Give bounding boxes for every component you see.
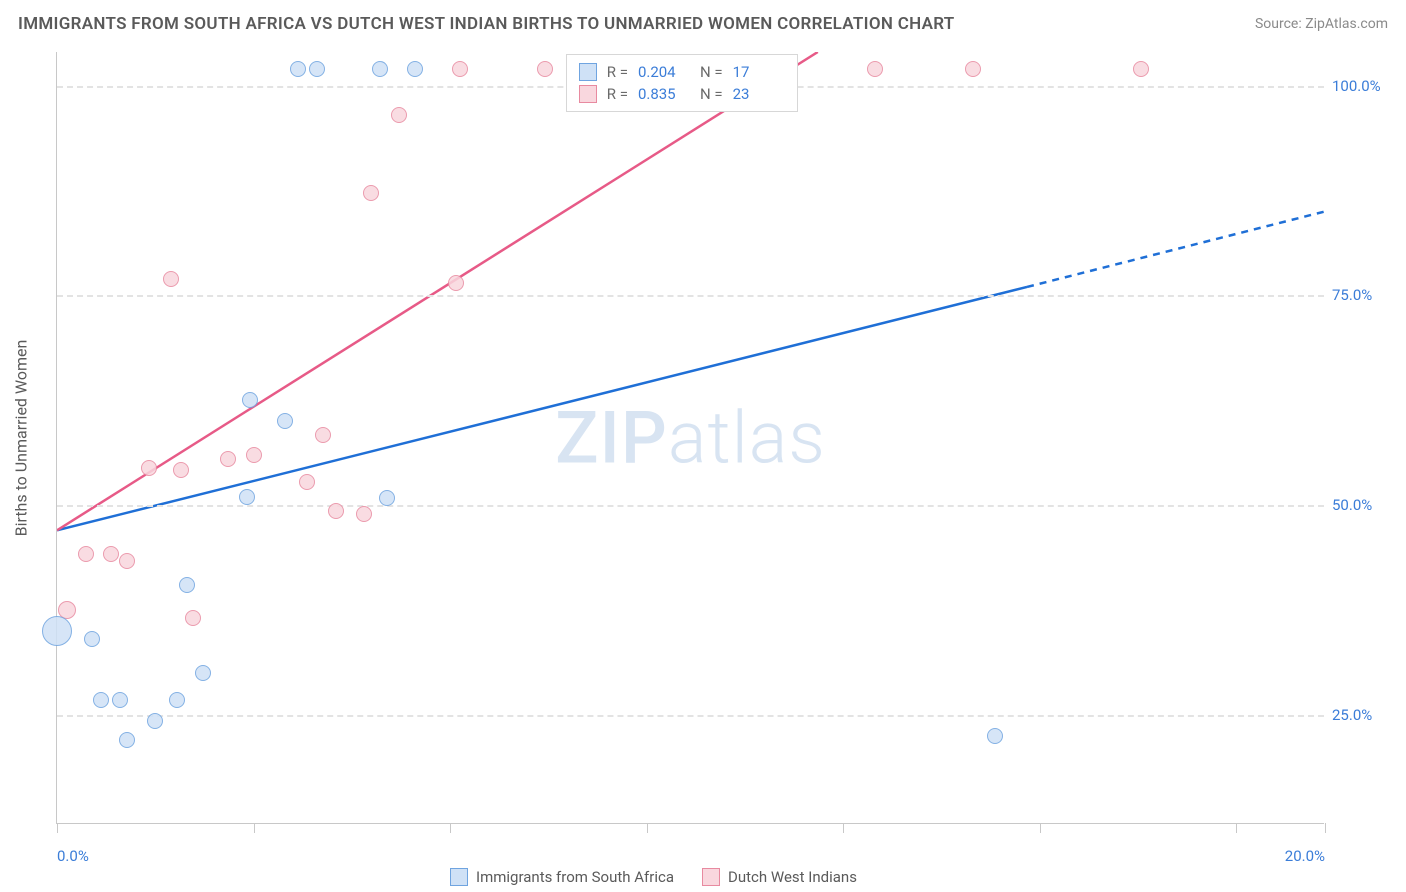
data-point-blue bbox=[379, 490, 395, 506]
data-point-pink bbox=[119, 553, 135, 569]
data-point-blue bbox=[147, 713, 163, 729]
data-point-pink bbox=[78, 546, 94, 562]
n-label: N = bbox=[700, 85, 723, 103]
legend-correlation: R = 0.204 N = 17 R = 0.835 N = 23 bbox=[566, 54, 798, 112]
x-tick bbox=[843, 823, 844, 833]
legend-series: Immigrants from South Africa Dutch West … bbox=[450, 868, 857, 886]
chart-header: IMMIGRANTS FROM SOUTH AFRICA VS DUTCH WE… bbox=[0, 0, 1406, 48]
data-point-pink bbox=[356, 506, 372, 522]
data-point-pink bbox=[299, 474, 315, 490]
grid-line bbox=[57, 715, 1324, 717]
x-tick bbox=[647, 823, 648, 833]
n-label: N = bbox=[700, 63, 723, 81]
r-label: R = bbox=[607, 85, 628, 103]
data-point-blue bbox=[372, 61, 388, 77]
x-tick bbox=[450, 823, 451, 833]
watermark: ZIPatlas bbox=[555, 395, 826, 480]
data-point-pink bbox=[141, 460, 157, 476]
legend-item-blue: Immigrants from South Africa bbox=[450, 868, 674, 886]
legend-label-blue: Immigrants from South Africa bbox=[476, 868, 674, 886]
x-tick bbox=[254, 823, 255, 833]
swatch-pink bbox=[579, 85, 597, 103]
data-point-pink bbox=[103, 546, 119, 562]
data-point-pink bbox=[185, 610, 201, 626]
data-point-blue bbox=[290, 61, 306, 77]
data-point-blue bbox=[112, 692, 128, 708]
data-point-blue bbox=[179, 577, 195, 593]
data-point-pink bbox=[328, 503, 344, 519]
data-point-blue bbox=[119, 732, 135, 748]
x-tick bbox=[1325, 823, 1326, 833]
y-tick-label: 50.0% bbox=[1332, 496, 1392, 514]
watermark-thin: atlas bbox=[668, 395, 826, 480]
r-label: R = bbox=[607, 63, 628, 81]
data-point-pink bbox=[448, 275, 464, 291]
data-point-pink bbox=[452, 61, 468, 77]
x-tick-label: 20.0% bbox=[1285, 847, 1325, 865]
legend-row-pink: R = 0.835 N = 23 bbox=[579, 83, 785, 105]
y-tick-label: 100.0% bbox=[1332, 77, 1392, 95]
data-point-blue bbox=[169, 692, 185, 708]
data-point-pink bbox=[246, 447, 262, 463]
plot-area: Births to Unmarried Women ZIPatlas 25.0%… bbox=[56, 52, 1324, 824]
data-point-blue bbox=[84, 631, 100, 647]
n-value-pink: 23 bbox=[733, 85, 785, 103]
y-tick-label: 75.0% bbox=[1332, 286, 1392, 304]
data-point-pink bbox=[163, 271, 179, 287]
data-point-blue bbox=[93, 692, 109, 708]
data-point-pink bbox=[363, 185, 379, 201]
swatch-blue bbox=[450, 868, 468, 886]
source-label: Source: ZipAtlas.com bbox=[1255, 16, 1388, 32]
data-point-pink bbox=[173, 462, 189, 478]
data-point-pink bbox=[867, 61, 883, 77]
data-point-blue bbox=[277, 413, 293, 429]
data-point-pink bbox=[315, 427, 331, 443]
x-tick bbox=[1236, 823, 1237, 833]
data-point-pink bbox=[220, 451, 236, 467]
grid-line bbox=[57, 505, 1324, 507]
data-point-blue bbox=[407, 61, 423, 77]
legend-label-pink: Dutch West Indians bbox=[728, 868, 857, 886]
chart-title: IMMIGRANTS FROM SOUTH AFRICA VS DUTCH WE… bbox=[18, 14, 955, 34]
legend-item-pink: Dutch West Indians bbox=[702, 868, 857, 886]
data-point-pink bbox=[965, 61, 981, 77]
data-point-blue bbox=[42, 616, 72, 646]
y-axis-title: Births to Unmarried Women bbox=[12, 339, 31, 536]
data-point-pink bbox=[391, 107, 407, 123]
n-value-blue: 17 bbox=[733, 63, 785, 81]
data-point-blue bbox=[239, 489, 255, 505]
swatch-pink bbox=[702, 868, 720, 886]
r-value-pink: 0.835 bbox=[638, 85, 690, 103]
r-value-blue: 0.204 bbox=[638, 63, 690, 81]
data-point-blue bbox=[242, 392, 258, 408]
data-point-pink bbox=[1133, 61, 1149, 77]
swatch-blue bbox=[579, 63, 597, 81]
trend-lines bbox=[57, 52, 1325, 824]
data-point-blue bbox=[309, 61, 325, 77]
legend-row-blue: R = 0.204 N = 17 bbox=[579, 61, 785, 83]
x-tick bbox=[1040, 823, 1041, 833]
data-point-pink bbox=[537, 61, 553, 77]
watermark-bold: ZIP bbox=[555, 395, 668, 480]
grid-line bbox=[57, 295, 1324, 297]
x-tick-label: 0.0% bbox=[57, 847, 89, 865]
y-tick-label: 25.0% bbox=[1332, 706, 1392, 724]
x-tick bbox=[57, 823, 58, 833]
data-point-blue bbox=[195, 665, 211, 681]
data-point-blue bbox=[987, 728, 1003, 744]
